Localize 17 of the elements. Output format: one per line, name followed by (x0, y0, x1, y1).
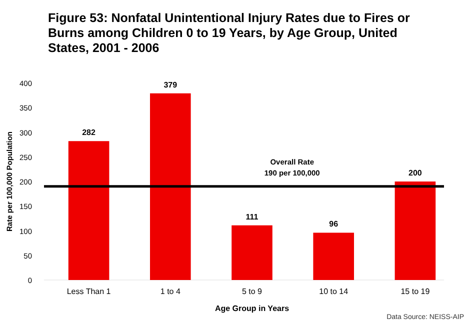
x-tick-label: 15 to 19 (400, 287, 430, 296)
x-tick-label: 5 to 9 (242, 287, 263, 296)
bar (394, 182, 436, 280)
bar (232, 225, 272, 280)
x-tick-label: Less Than 1 (66, 287, 112, 296)
x-axis-title: Age Group in Years (214, 304, 290, 313)
chart-title: Figure 53: Nonfatal Unintentional Injury Rates due to Fires or Burns among Children 0 to 19 Years, by Age Group, United States, 2001 - 2006 (48, 11, 410, 55)
bar (313, 232, 354, 280)
bar (68, 141, 110, 280)
data-label: 96 (329, 220, 339, 229)
bar (150, 93, 191, 280)
data-label: 282 (82, 128, 96, 138)
data-label: 111 (246, 212, 259, 222)
x-tick-label: 1 to 4 (160, 287, 181, 296)
data-label: 379 (164, 80, 178, 90)
data-label: 200 (408, 168, 422, 178)
x-tick-label: 10 to 14 (319, 287, 349, 296)
